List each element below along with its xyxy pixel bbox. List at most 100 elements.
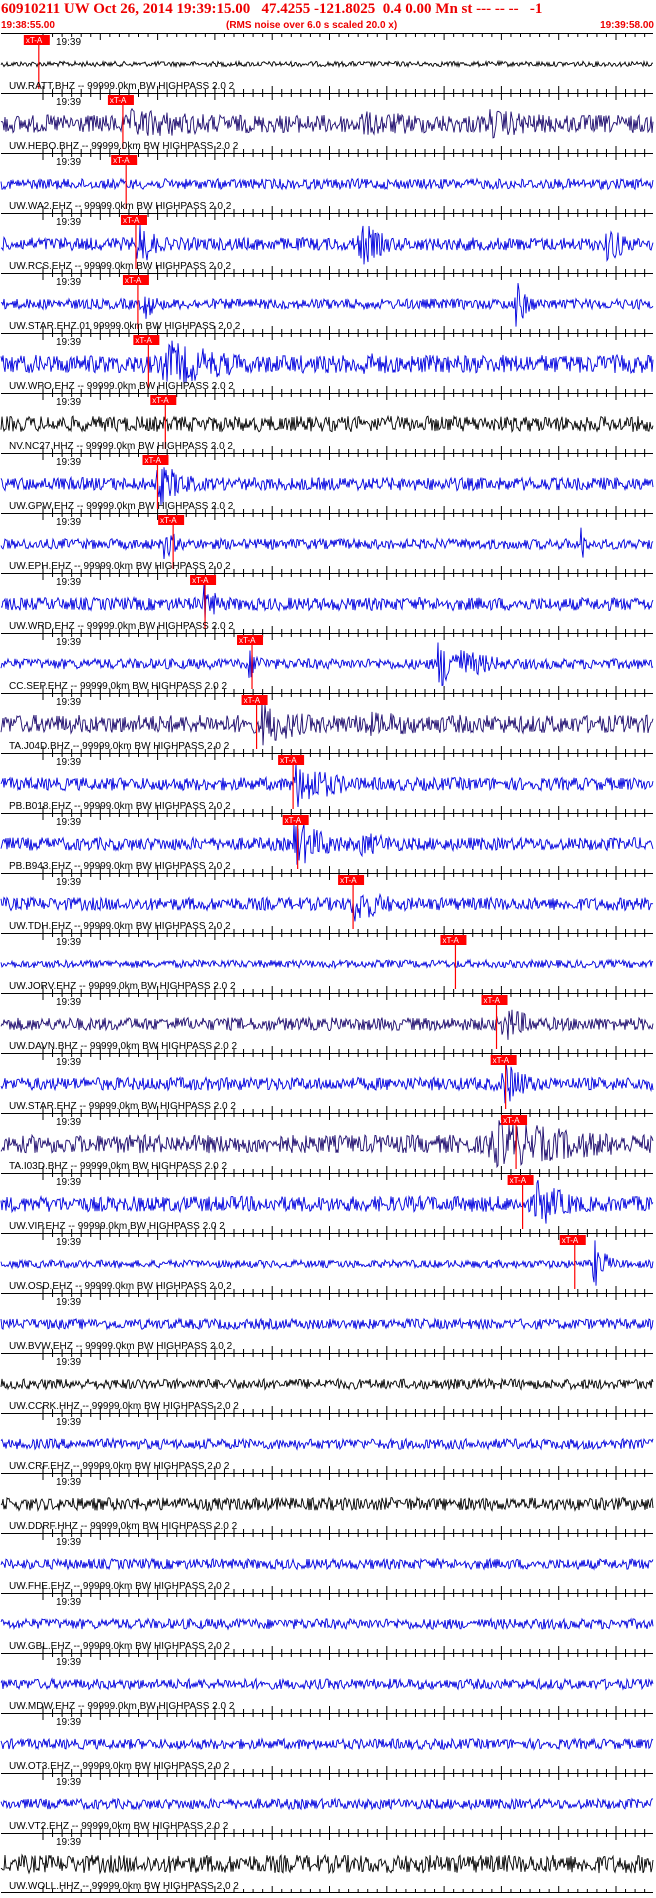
waveform xyxy=(0,1853,654,1875)
pick-label: xT-A xyxy=(110,96,127,105)
waveform xyxy=(0,823,654,865)
trace-panel: 19:39 xT-A CC.SEP.EHZ -- 99999.0km BW HIGH… xyxy=(0,633,654,693)
record-header: 60910211 UW Oct 26, 2014 19:39:15.00 47.… xyxy=(0,0,656,33)
trace-panel: 19:39 xT-A UW.RATT.BHZ -- 99999.0km BW HIG… xyxy=(0,33,654,93)
pick-label: xT-A xyxy=(244,696,261,705)
time-ticks xyxy=(42,1294,646,1353)
waveform xyxy=(0,467,654,505)
time-ticks xyxy=(42,1654,646,1713)
time-ticks xyxy=(42,874,646,933)
waveform xyxy=(0,107,654,139)
waveform xyxy=(0,527,654,560)
channel-label: UW.FHE.EHZ -- 99999.0km BW HIGHPASS 2.0 … xyxy=(9,1581,230,1592)
pick-box xyxy=(559,1235,586,1245)
time-ticks xyxy=(42,214,646,273)
trace-panel: 19:39 xT-A UW.DAVN.BHZ -- 99999.0km BW HIG… xyxy=(0,993,654,1053)
time-ticks xyxy=(42,154,646,213)
end-time: 19:39:58.00 xyxy=(600,20,654,31)
trace-panel: 19:39 xT-A UW.TDH.EHZ -- 99999.0km BW HIGH… xyxy=(0,873,654,933)
pick-box xyxy=(507,1175,534,1185)
waveform xyxy=(0,414,654,434)
tick-label: 19:39 xyxy=(56,1237,81,1248)
tick-label: 19:39 xyxy=(56,1357,81,1368)
time-ticks xyxy=(42,274,646,333)
pick-label: xT-A xyxy=(493,1056,510,1065)
tick-label: 19:39 xyxy=(56,817,81,828)
time-ticks xyxy=(42,514,646,573)
waveform xyxy=(0,177,654,191)
waveform xyxy=(0,642,654,686)
channel-label: UW.WA2.EHZ -- 99999.0km BW HIGHPASS 2.0 … xyxy=(9,201,232,212)
waveform xyxy=(0,1240,654,1286)
time-ticks xyxy=(42,1834,646,1893)
time-ticks xyxy=(42,1234,646,1293)
pick-label: xT-A xyxy=(562,1236,579,1245)
pick-box xyxy=(142,455,169,465)
time-ticks xyxy=(42,1414,646,1473)
pick-label: xT-A xyxy=(285,816,302,825)
waveform xyxy=(0,1317,654,1331)
tick-label: 19:39 xyxy=(56,517,81,528)
time-ticks xyxy=(42,1774,646,1833)
time-ticks xyxy=(42,34,646,93)
channel-label: UW.CCRK.HHZ -- 99999.0km BW HIGHPASS 2.0… xyxy=(9,1401,239,1412)
noise-note: (RMS noise over 6.0 s scaled 20.0 x) xyxy=(226,20,398,31)
channel-label: UW.STAR.EHZ.01 99999.0km BW HIGHPASS 2.0… xyxy=(9,321,241,332)
tick-label: 19:39 xyxy=(56,577,81,588)
start-time: 19:38:55.00 xyxy=(1,20,55,31)
channel-label: TA.J04D.BHZ -- 99999.0km BW HIGHPASS 2.0… xyxy=(9,741,230,752)
channel-label: UW.OT3.EHZ -- 99999.0km BW HIGHPASS 2.0 … xyxy=(9,1761,230,1772)
pick-label: xT-A xyxy=(280,756,297,765)
channel-label: UW.WOLL.HHZ -- 99999.0km BW HIGHPASS 2.0… xyxy=(9,1881,239,1892)
pick-label: xT-A xyxy=(510,1176,527,1185)
waveform xyxy=(0,1062,654,1104)
event-title: 60910211 UW Oct 26, 2014 19:39:15.00 47.… xyxy=(1,1,543,17)
trace-panel: 19:39 xT-A UW.OSD.EHZ -- 99999.0km BW HIGH… xyxy=(0,1233,654,1293)
tick-label: 19:39 xyxy=(56,1417,81,1428)
pick-box xyxy=(120,215,147,225)
tick-label: 19:39 xyxy=(56,1537,81,1548)
time-ticks xyxy=(42,1474,646,1533)
tick-label: 19:39 xyxy=(56,277,81,288)
pick-box xyxy=(158,515,185,525)
channel-label: UW.DDRF.HHZ -- 99999.0km BW HIGHPASS 2.0… xyxy=(9,1521,238,1532)
channel-label: UW.JORV.EHZ -- 99999.0km BW HIGHPASS 2.0… xyxy=(9,981,236,992)
channel-label: UW.VIP.EHZ -- 99999.0km BW HIGHPASS 2.0 … xyxy=(9,1221,225,1232)
time-ticks xyxy=(42,1714,646,1773)
pick-label: xT-A xyxy=(26,36,43,45)
pick-box xyxy=(490,1055,517,1065)
pick-box xyxy=(190,575,217,585)
channel-label: UW.EPH.EHZ -- 99999.0km BW HIGHPASS 2.0 … xyxy=(9,561,231,572)
tick-label: 19:39 xyxy=(56,1297,81,1308)
waveform xyxy=(0,1179,654,1224)
channel-label: UW.GPW.EHZ -- 99999.0km BW HIGHPASS 2.0 … xyxy=(9,501,234,512)
channel-label: PB.B018.EHZ -- 99999.0km BW HIGHPASS 2.0… xyxy=(9,801,231,812)
channel-label: UW.VT2.EHZ -- 99999.0km BW HIGHPASS 2.0 … xyxy=(9,1821,229,1832)
tick-label: 19:39 xyxy=(56,457,81,468)
channel-label: UW.BVW.EHZ -- 99999.0km BW HIGHPASS 2.0 … xyxy=(9,1341,233,1352)
pick-box xyxy=(481,995,508,1005)
waveform xyxy=(0,1437,654,1451)
tick-label: 19:39 xyxy=(56,1117,81,1128)
trace-panel: 19:39 xT-A UW.STAR.EHZ.01 99999.0km BW HIG… xyxy=(0,273,654,333)
tick-label: 19:39 xyxy=(56,1057,81,1068)
tick-label: 19:39 xyxy=(56,217,81,228)
tick-label: 19:39 xyxy=(56,157,81,168)
trace-panel: 19:39 xT-A PB.B018.EHZ -- 99999.0km BW HIG… xyxy=(0,753,654,813)
pick-box xyxy=(122,275,149,285)
pick-label: xT-A xyxy=(123,216,140,225)
waveform xyxy=(0,1737,654,1751)
channel-label: TA.I03D.BHZ -- 99999.0km BW HIGHPASS 2.0… xyxy=(9,1161,227,1172)
tick-label: 19:39 xyxy=(56,697,81,708)
trace-panel: 19:39 xT-A UW.EPH.EHZ -- 99999.0km BW HIGH… xyxy=(0,513,654,573)
waveform xyxy=(0,1009,654,1040)
channel-label: UW.WPO.EHZ -- 99999.0km BW HIGHPASS 2.0 … xyxy=(9,381,234,392)
pick-label: xT-A xyxy=(152,396,169,405)
channel-label: UW.WRD.EHZ -- 99999.0km BW HIGHPASS 2.0 … xyxy=(9,621,234,632)
channel-label: NV.NC27.HHZ -- 99999.0km BW HIGHPASS 2.0… xyxy=(9,441,233,452)
tick-label: 19:39 xyxy=(56,1837,81,1848)
tick-label: 19:39 xyxy=(56,337,81,348)
time-ticks xyxy=(42,1114,646,1173)
channel-label: UW.RATT.BHZ -- 99999.0km BW HIGHPASS 2.0… xyxy=(9,81,235,92)
pick-label: xT-A xyxy=(135,336,152,345)
